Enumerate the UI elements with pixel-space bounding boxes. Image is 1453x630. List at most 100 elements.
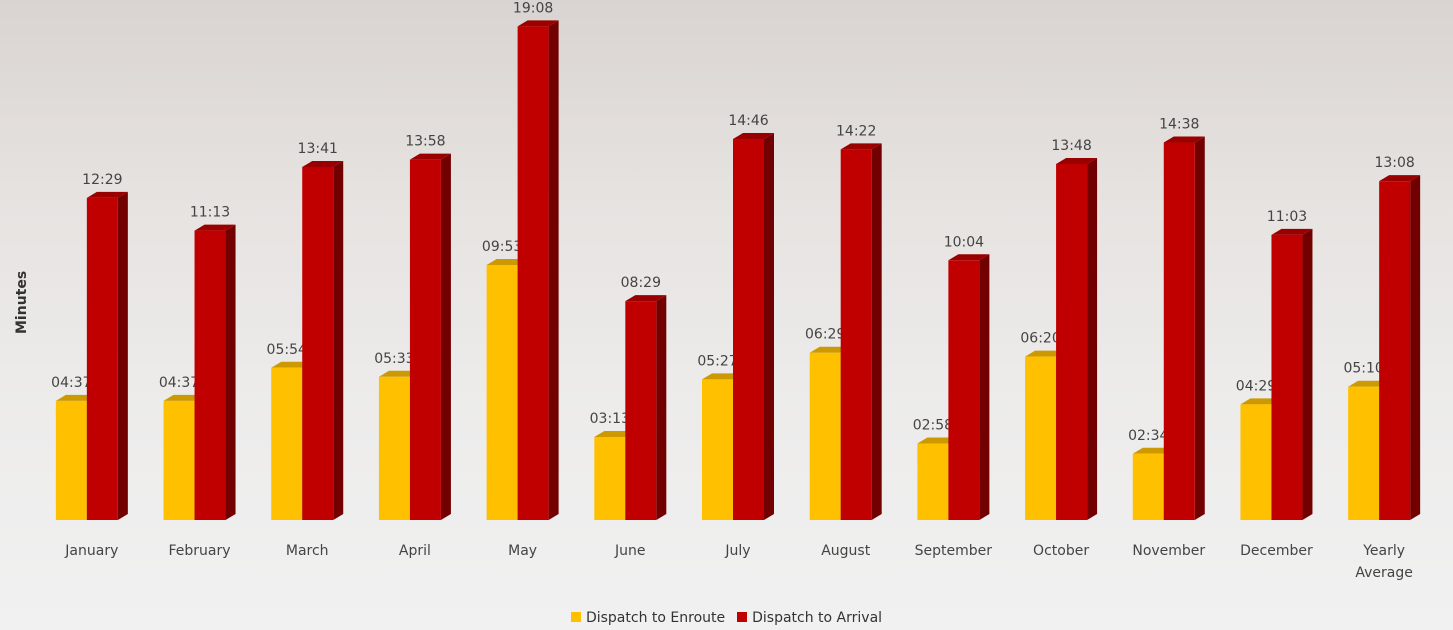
- bar: [917, 443, 949, 520]
- bar-top: [1132, 447, 1174, 454]
- value-label: 10:04: [944, 234, 984, 250]
- value-label: 04:37: [51, 375, 91, 391]
- value-label: 06:20: [1020, 331, 1060, 347]
- bar-top: [917, 437, 959, 444]
- bar-side: [656, 295, 667, 520]
- bar: [1240, 404, 1272, 520]
- bar: [1025, 356, 1057, 520]
- bar-top: [86, 191, 128, 198]
- bar-side: [333, 160, 344, 520]
- x-tick-label: Yearly Average: [1355, 543, 1413, 581]
- value-label: 13:58: [405, 134, 445, 150]
- bar: [378, 376, 410, 520]
- value-label: 13:48: [1051, 138, 1091, 154]
- value-label: 06:29: [805, 327, 845, 343]
- x-tick-label: January: [65, 543, 119, 559]
- bar: [948, 260, 980, 520]
- x-tick-label: December: [1240, 543, 1313, 559]
- x-tick-label: May: [508, 543, 538, 559]
- bar-top: [302, 160, 344, 167]
- bar: [486, 265, 518, 520]
- bar: [409, 159, 441, 521]
- value-label: 19:08: [513, 0, 553, 16]
- bar-top: [1163, 136, 1205, 143]
- legend: Dispatch to Enroute Dispatch to Arrival: [0, 610, 1453, 626]
- bar-top: [486, 259, 528, 266]
- bar: [625, 301, 657, 520]
- bar-top: [1379, 175, 1421, 182]
- bar-side: [979, 254, 990, 520]
- bar-side: [225, 224, 236, 521]
- value-label: 12:29: [82, 172, 122, 188]
- value-label: 05:54: [267, 342, 307, 358]
- bar: [594, 437, 626, 520]
- value-label: 11:13: [190, 205, 230, 221]
- value-label: 14:46: [728, 113, 768, 129]
- bar: [194, 230, 226, 521]
- bar-side: [1410, 175, 1421, 520]
- value-label: 14:22: [836, 123, 876, 139]
- value-label: 08:29: [621, 275, 661, 291]
- bar-top: [594, 431, 636, 438]
- value-label: 05:10: [1343, 361, 1383, 377]
- bar-side: [117, 191, 128, 521]
- bar: [1348, 386, 1380, 520]
- bar: [1379, 181, 1411, 520]
- bar-top: [1025, 350, 1067, 357]
- bar: [86, 197, 118, 521]
- bar-side: [440, 153, 451, 521]
- value-label: 02:34: [1128, 428, 1168, 444]
- legend-label: Dispatch to Enroute: [585, 610, 726, 626]
- value-label: 05:33: [374, 351, 414, 367]
- bar: [702, 379, 733, 520]
- value-label: 02:58: [913, 417, 953, 433]
- bar-top: [409, 153, 451, 160]
- bar-top: [1348, 380, 1390, 387]
- y-axis-label: Minutes: [14, 270, 30, 334]
- bar: [1271, 234, 1303, 520]
- value-label: 04:29: [1236, 378, 1276, 394]
- value-label: 05:27: [697, 353, 737, 369]
- bar-top: [163, 394, 205, 401]
- x-tick-label: November: [1132, 543, 1206, 559]
- value-label: 04:37: [159, 375, 199, 391]
- value-label: 03:13: [590, 411, 630, 427]
- x-tick-label: September: [914, 543, 993, 559]
- legend-item: Dispatch to Enroute: [570, 610, 726, 626]
- bar: [55, 400, 87, 520]
- bar-top: [1056, 157, 1098, 164]
- bar-top: [194, 224, 236, 231]
- bar: [163, 400, 195, 520]
- bar: [517, 26, 549, 520]
- bar: [1163, 142, 1195, 520]
- legend-label: Dispatch to Arrival: [752, 610, 883, 626]
- bar-side: [1087, 157, 1098, 520]
- bar-top: [625, 295, 667, 302]
- bar-top: [809, 346, 851, 353]
- legend-item: Dispatch to Arrival: [737, 610, 882, 626]
- bar: [840, 149, 872, 520]
- bar-side: [1194, 136, 1205, 520]
- legend-swatch: [737, 612, 748, 622]
- bar-side: [871, 143, 882, 520]
- bar-side: [764, 133, 774, 520]
- legend-swatch: [570, 612, 581, 622]
- bar-top: [702, 373, 743, 380]
- bar-top: [378, 370, 420, 377]
- x-tick-label: April: [398, 543, 431, 559]
- bar-top: [271, 361, 313, 368]
- bar: [271, 367, 303, 520]
- bar-side: [548, 20, 559, 520]
- x-tick-label: March: [285, 543, 329, 559]
- x-tick-label: February: [168, 543, 231, 559]
- value-label: 09:53: [482, 239, 522, 255]
- bar: [1132, 453, 1164, 520]
- value-label: 13:41: [298, 141, 338, 157]
- bar-top: [1271, 228, 1313, 235]
- bar-top: [840, 143, 882, 150]
- x-tick-label: July: [725, 543, 751, 559]
- bar-top: [1240, 398, 1282, 405]
- bar-top: [517, 20, 559, 27]
